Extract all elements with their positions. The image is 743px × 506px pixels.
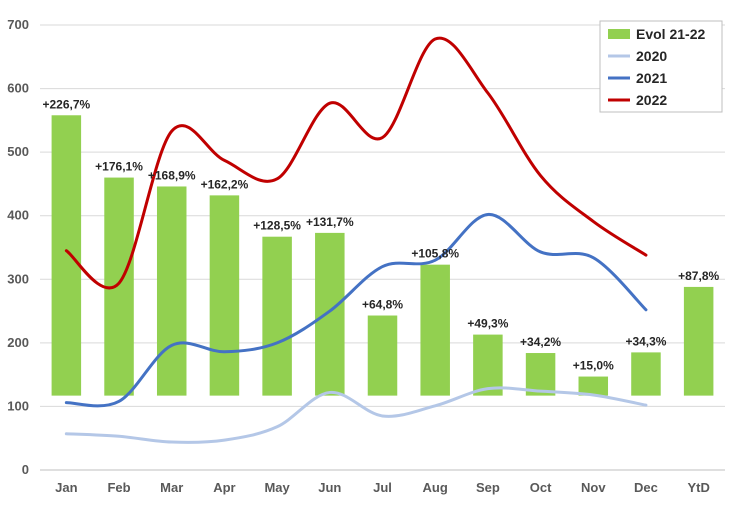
x-tick-label: Oct: [530, 480, 552, 495]
bar-data-label: +64,8%: [362, 298, 403, 312]
line-series: [64, 36, 648, 444]
x-tick-label: YtD: [687, 480, 709, 495]
bar-data-label: +176,1%: [95, 160, 143, 174]
bar: [262, 236, 292, 396]
bar-data-label: +131,7%: [306, 215, 354, 229]
bar: [156, 186, 187, 396]
legend: Evol 21-22 2020 2021 2022: [599, 20, 723, 113]
x-tick-label: Aug: [423, 480, 448, 495]
x-tick-label: Sep: [476, 480, 500, 495]
x-tick-label: Jul: [373, 480, 392, 495]
bar-data-label: +162,2%: [201, 177, 249, 191]
bar-data-label: +49,3%: [467, 317, 508, 331]
series-line-2021: [64, 212, 648, 408]
x-tick-label: Apr: [213, 480, 235, 495]
x-tick-label: Jan: [55, 480, 77, 495]
bar: [315, 232, 345, 396]
legend-label: 2021: [636, 70, 667, 86]
legend-label: Evol 21-22: [636, 26, 705, 42]
bar-data-label: +34,2%: [520, 335, 561, 349]
x-tick-label: Jun: [318, 480, 341, 495]
y-tick-label: 400: [7, 208, 29, 223]
series-line-2020: [64, 386, 648, 444]
bar-data-label: +168,9%: [148, 168, 196, 182]
bar: [51, 115, 82, 396]
bar-data-labels: +226,7% +176,1% +168,9% +162,2% +128,5% +131,…: [42, 97, 719, 372]
bar-data-label: +128,5%: [253, 219, 301, 233]
y-tick-label: 500: [7, 144, 29, 159]
bar-data-label: +87,8%: [678, 269, 719, 283]
bar: [683, 286, 714, 396]
x-axis: Jan Feb Mar Apr May Jun Jul Aug Sep Oct Nov Dec YtD: [55, 480, 710, 495]
y-axis: 0 100 200 300 400 500 600 700: [7, 17, 29, 477]
bar: [367, 315, 398, 396]
x-tick-label: Dec: [634, 480, 658, 495]
bar-data-label: +34,3%: [625, 334, 666, 348]
bar: [473, 334, 503, 396]
x-tick-label: Feb: [107, 480, 130, 495]
x-tick-label: Nov: [581, 480, 606, 495]
y-tick-label: 200: [7, 335, 29, 350]
bar-data-label: +15,0%: [573, 359, 614, 373]
legend-swatch-bar: [608, 29, 630, 39]
bar-data-label: +226,7%: [42, 97, 90, 111]
x-tick-label: May: [264, 480, 290, 495]
legend-label: 2020: [636, 48, 667, 64]
x-tick-label: Mar: [160, 480, 183, 495]
y-tick-label: 300: [7, 271, 29, 286]
legend-label: 2022: [636, 92, 667, 108]
bar: [209, 195, 240, 396]
y-tick-label: 700: [7, 17, 29, 32]
bar: [578, 376, 609, 396]
y-tick-label: 0: [22, 462, 29, 477]
y-tick-label: 100: [7, 398, 29, 413]
bar: [525, 353, 556, 396]
bar-data-label: +105,8%: [411, 247, 459, 261]
series-line-2022: [64, 36, 648, 290]
bar: [420, 264, 450, 396]
bar-series-evol: [51, 115, 714, 396]
bar: [631, 352, 661, 396]
y-tick-label: 600: [7, 81, 29, 96]
